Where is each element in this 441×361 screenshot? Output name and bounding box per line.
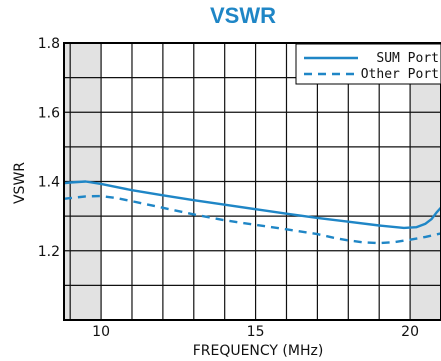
y-tick-label: 1.2	[38, 244, 60, 260]
x-tick-labels: 10 15 20	[92, 324, 419, 340]
legend-label: SUM Port	[376, 51, 439, 66]
grid-layer	[64, 42, 441, 321]
series-layer	[63, 180, 441, 245]
y-tick-label: 1.8	[38, 36, 60, 52]
x-axis-label: FREQUENCY (MHz)	[193, 343, 324, 359]
plot-border	[63, 42, 441, 321]
series-line-other-port	[63, 194, 441, 245]
legend-label: Other Port	[361, 67, 439, 82]
y-tick-label: 1.6	[38, 105, 60, 121]
series-line-sum-port	[63, 180, 441, 230]
x-tick-label: 15	[247, 324, 265, 340]
plot-frame	[63, 42, 441, 321]
y-tick-labels: 1.2 1.4 1.6 1.8	[38, 36, 60, 260]
legend-box	[295, 43, 441, 85]
x-tick-label: 20	[401, 324, 419, 340]
y-tick-label: 1.4	[38, 175, 60, 191]
x-tick-label: 10	[92, 324, 110, 340]
chart-title: VSWR	[210, 3, 276, 28]
y-axis-label: VSWR	[12, 162, 28, 204]
